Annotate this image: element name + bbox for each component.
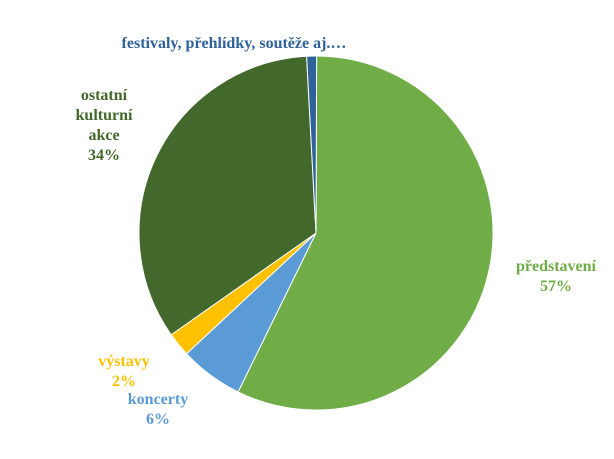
percent-label-ostatni: 34%	[88, 147, 120, 164]
category-label-ostatni: kulturní	[76, 107, 133, 124]
percent-label-predstaveni: 57%	[540, 278, 572, 295]
data-label-koncerty: koncerty 6%	[128, 391, 188, 428]
category-label-ostatni: akce	[88, 127, 119, 144]
percent-label-vystavy: 2%	[112, 373, 136, 390]
category-label-predstaveni: představení	[516, 258, 597, 275]
data-label-vystavy: výstavy 2%	[98, 353, 150, 390]
pie-slice-ostatni	[138, 55, 317, 336]
percent-label-koncerty: 6%	[146, 411, 170, 428]
category-label-vystavy: výstavy	[98, 353, 150, 370]
pie-slice-festivaly	[306, 55, 318, 234]
category-label-festivaly: festivaly, přehlídky, soutěže aj.…	[122, 35, 347, 52]
category-label-koncerty: koncerty	[128, 391, 188, 408]
category-label-ostatni: ostatní	[81, 87, 128, 104]
data-label-predstaveni: představení 57%	[516, 258, 597, 295]
data-label-ostatni: ostatní kulturní akce 34%	[76, 87, 133, 164]
pie-slice-predstaveni	[237, 55, 494, 411]
data-label-festivaly: festivaly, přehlídky, soutěže aj.…	[122, 35, 347, 52]
